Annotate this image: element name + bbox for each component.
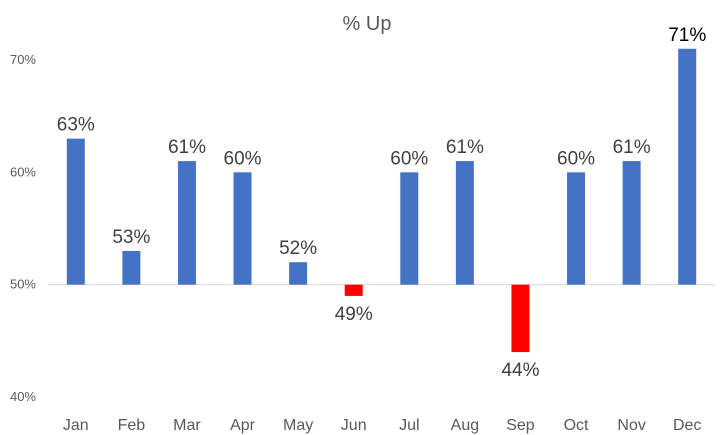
bar-jan bbox=[66, 138, 85, 285]
data-label-mar: 61% bbox=[168, 137, 206, 158]
data-label-apr: 60% bbox=[224, 148, 262, 169]
bar-nov bbox=[622, 161, 641, 285]
data-label-jan: 63% bbox=[57, 115, 95, 136]
bar-mar bbox=[177, 161, 196, 285]
data-label-feb: 53% bbox=[112, 227, 150, 248]
bar-aug bbox=[455, 161, 474, 285]
x-tick-label-jun: Jun bbox=[341, 417, 367, 434]
data-label-jul: 60% bbox=[390, 148, 428, 169]
data-label-jun: 49% bbox=[335, 304, 373, 325]
data-label-oct: 60% bbox=[557, 148, 595, 169]
data-label-sep: 44% bbox=[501, 360, 539, 381]
x-tick-label-apr: Apr bbox=[230, 417, 256, 434]
bar-feb bbox=[122, 250, 141, 285]
y-tick-label: 60% bbox=[10, 164, 36, 179]
x-tick-label-aug: Aug bbox=[451, 417, 479, 434]
bar-apr bbox=[233, 172, 252, 285]
x-tick-label-nov: Nov bbox=[617, 417, 645, 434]
y-tick-label: 40% bbox=[10, 389, 36, 404]
bar-sep bbox=[511, 284, 530, 353]
bar-oct bbox=[567, 172, 586, 285]
x-tick-label-dec: Dec bbox=[673, 417, 701, 434]
x-tick-label-jul: Jul bbox=[399, 417, 419, 434]
data-label-nov: 61% bbox=[613, 137, 651, 158]
data-label-aug: 61% bbox=[446, 137, 484, 158]
data-labels: 63% 53% 61% 60% 52% 49% 60% 61% 44% 60% 61% 71% bbox=[57, 25, 707, 381]
bars bbox=[66, 48, 697, 353]
bar-jul bbox=[400, 172, 419, 285]
x-tick-label-oct: Oct bbox=[564, 417, 589, 434]
y-tick-label: 50% bbox=[10, 277, 36, 292]
x-axis: Jan Feb Mar Apr May Jun Jul Aug Sep Oct Nov Dec bbox=[63, 417, 702, 434]
bar-jun bbox=[344, 284, 363, 296]
y-tick-label: 70% bbox=[10, 52, 36, 67]
x-tick-label-jan: Jan bbox=[63, 417, 89, 434]
bar-dec bbox=[678, 48, 697, 285]
data-label-may: 52% bbox=[279, 238, 317, 259]
x-tick-label-feb: Feb bbox=[118, 417, 146, 434]
chart-title: % Up bbox=[343, 13, 392, 35]
y-axis: 70% 60% 50% 40% bbox=[10, 52, 36, 404]
bar-may bbox=[289, 262, 308, 285]
x-tick-label-sep: Sep bbox=[506, 417, 535, 434]
data-label-dec: 71% bbox=[668, 25, 706, 46]
x-tick-label-mar: Mar bbox=[173, 417, 201, 434]
x-tick-label-may: May bbox=[283, 417, 313, 434]
